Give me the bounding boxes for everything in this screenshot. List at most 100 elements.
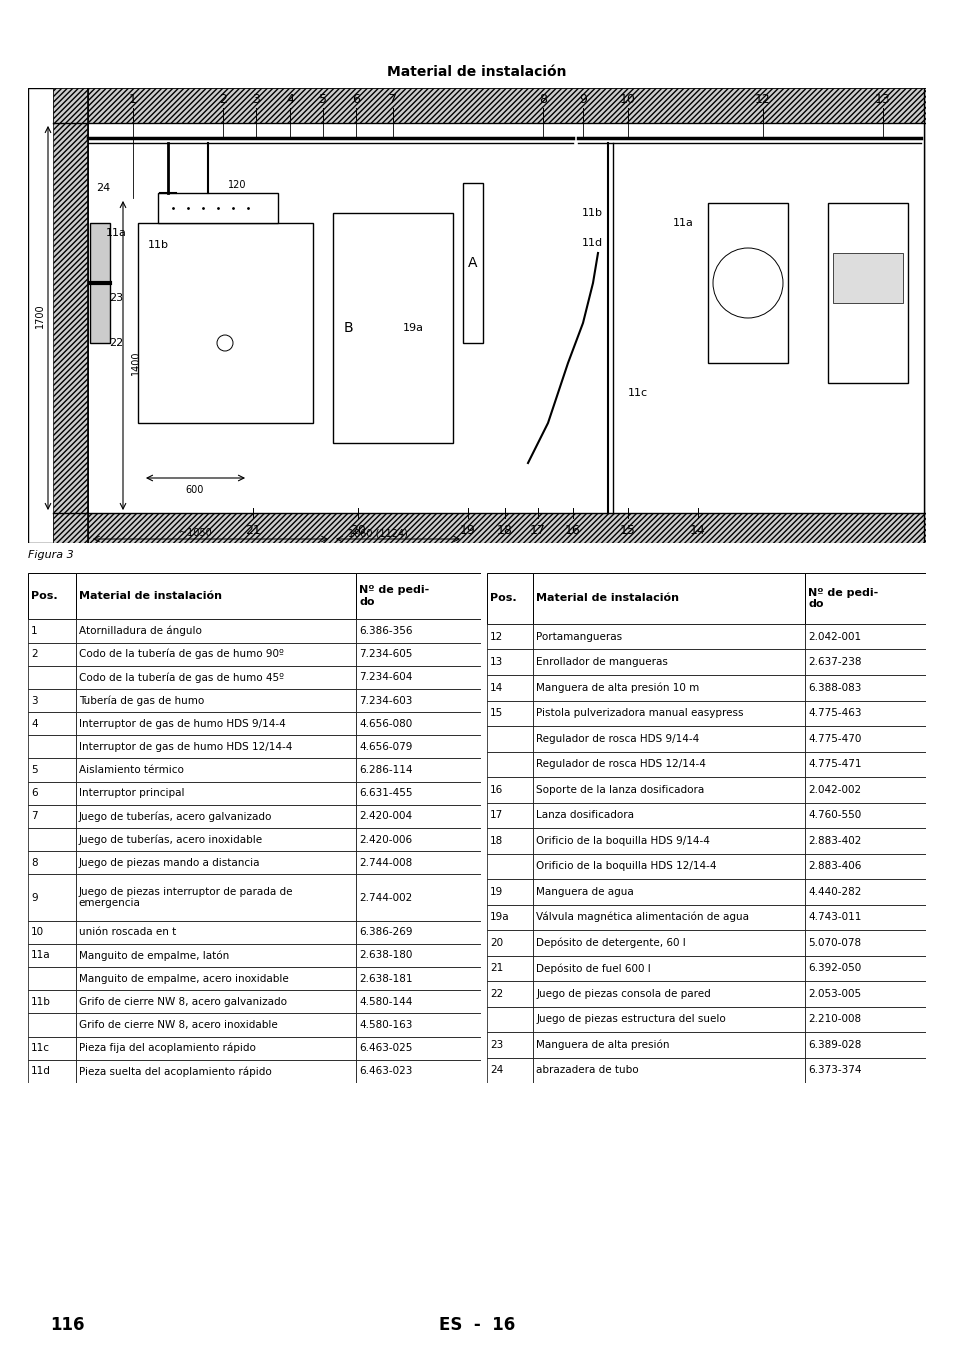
Bar: [804, 1057, 925, 1083]
Text: 19: 19: [459, 525, 476, 537]
Bar: [533, 701, 804, 726]
Bar: [90, 223, 110, 343]
Text: 16: 16: [490, 784, 503, 795]
Bar: [707, 202, 787, 363]
Bar: [28, 921, 75, 944]
Bar: [356, 1037, 480, 1060]
Bar: [75, 805, 356, 828]
Bar: [356, 759, 480, 782]
Text: 2.638-180: 2.638-180: [359, 950, 413, 960]
Bar: [804, 981, 925, 1007]
Bar: [28, 875, 75, 921]
Bar: [28, 1014, 75, 1037]
Bar: [75, 967, 356, 991]
Text: 4.760-550: 4.760-550: [807, 810, 861, 821]
Bar: [533, 930, 804, 956]
Text: 11c: 11c: [627, 387, 647, 398]
Bar: [356, 620, 480, 643]
Text: 120: 120: [228, 180, 246, 190]
Text: unión roscada en t: unión roscada en t: [78, 927, 175, 937]
Text: Juego de piezas interruptor de parada de
emergencia: Juego de piezas interruptor de parada de…: [78, 887, 293, 909]
Text: 22: 22: [109, 338, 123, 348]
Text: Codo de la tubería de gas de humo 90º: Codo de la tubería de gas de humo 90º: [78, 649, 283, 659]
Text: Grifo de cierre NW 8, acero galvanizado: Grifo de cierre NW 8, acero galvanizado: [78, 996, 286, 1007]
Bar: [804, 930, 925, 956]
Bar: [804, 1031, 925, 1057]
Bar: [486, 726, 533, 752]
Text: Codo de la tubería de gas de humo 45º: Codo de la tubería de gas de humo 45º: [78, 672, 283, 683]
Bar: [28, 991, 75, 1014]
Bar: [832, 252, 902, 302]
Text: Aislamiento térmico: Aislamiento térmico: [78, 765, 183, 775]
Text: 2.420-006: 2.420-006: [359, 834, 412, 845]
Text: 2.053-005: 2.053-005: [807, 988, 861, 999]
Text: Depósito de detergente, 60 l: Depósito de detergente, 60 l: [536, 937, 685, 948]
Text: 2.637-238: 2.637-238: [807, 657, 861, 667]
Bar: [75, 875, 356, 921]
Bar: [356, 828, 480, 852]
Text: Atornilladura de ángulo: Atornilladura de ángulo: [78, 625, 201, 636]
Text: 6: 6: [352, 93, 359, 107]
Bar: [804, 853, 925, 879]
Text: 7: 7: [389, 93, 396, 107]
Text: Juego de tuberías, acero inoxidable: Juego de tuberías, acero inoxidable: [78, 834, 262, 845]
Bar: [75, 1037, 356, 1060]
Text: 2.420-004: 2.420-004: [359, 811, 412, 821]
Text: 7.234-603: 7.234-603: [359, 695, 413, 706]
Text: ~1050: ~1050: [178, 528, 212, 539]
Bar: [28, 782, 75, 805]
Bar: [486, 675, 533, 701]
Bar: [75, 736, 356, 759]
Text: 14: 14: [490, 683, 503, 693]
Bar: [75, 828, 356, 852]
Text: 1700: 1700: [35, 304, 45, 328]
Bar: [804, 675, 925, 701]
Text: 11d: 11d: [581, 238, 602, 248]
Bar: [356, 572, 480, 620]
Text: 116: 116: [50, 1316, 85, 1334]
Text: 15: 15: [490, 709, 503, 718]
Bar: [533, 879, 804, 904]
Text: 2: 2: [30, 649, 37, 659]
Text: 19a: 19a: [402, 323, 423, 333]
Text: 6.392-050: 6.392-050: [807, 964, 861, 973]
Bar: [804, 726, 925, 752]
Bar: [533, 828, 804, 853]
Text: Pos.: Pos.: [490, 594, 517, 603]
Text: Juego de tuberías, acero galvanizado: Juego de tuberías, acero galvanizado: [78, 811, 272, 822]
Text: Orificio de la boquilla HDS 12/14-4: Orificio de la boquilla HDS 12/14-4: [536, 861, 716, 871]
Bar: [75, 666, 356, 688]
Bar: [462, 184, 482, 343]
Text: 2.744-008: 2.744-008: [359, 857, 413, 868]
Bar: [533, 904, 804, 930]
Bar: [75, 852, 356, 875]
Text: Juego de piezas mando a distancia: Juego de piezas mando a distancia: [78, 857, 260, 868]
Text: Interruptor principal: Interruptor principal: [78, 788, 184, 798]
Bar: [804, 879, 925, 904]
Text: 2.744-002: 2.744-002: [359, 892, 413, 903]
Bar: [356, 921, 480, 944]
Text: 11a: 11a: [30, 950, 51, 960]
Text: Manguera de alta presión: Manguera de alta presión: [536, 1040, 669, 1050]
Text: 2.883-402: 2.883-402: [807, 836, 861, 845]
Text: 11d: 11d: [30, 1066, 51, 1076]
Bar: [356, 643, 480, 666]
Bar: [75, 688, 356, 711]
Bar: [28, 620, 75, 643]
Bar: [28, 944, 75, 967]
Bar: [138, 223, 313, 423]
Text: 6.463-025: 6.463-025: [359, 1044, 413, 1053]
Text: 21: 21: [245, 525, 260, 537]
Bar: [804, 1007, 925, 1031]
Text: 7.234-605: 7.234-605: [359, 649, 413, 659]
Bar: [804, 956, 925, 981]
Text: Figura 3: Figura 3: [28, 549, 73, 560]
Bar: [333, 213, 453, 443]
Bar: [533, 956, 804, 981]
Bar: [28, 666, 75, 688]
Bar: [28, 1037, 75, 1060]
Bar: [486, 904, 533, 930]
Bar: [356, 944, 480, 967]
Bar: [533, 1007, 804, 1031]
Bar: [356, 782, 480, 805]
